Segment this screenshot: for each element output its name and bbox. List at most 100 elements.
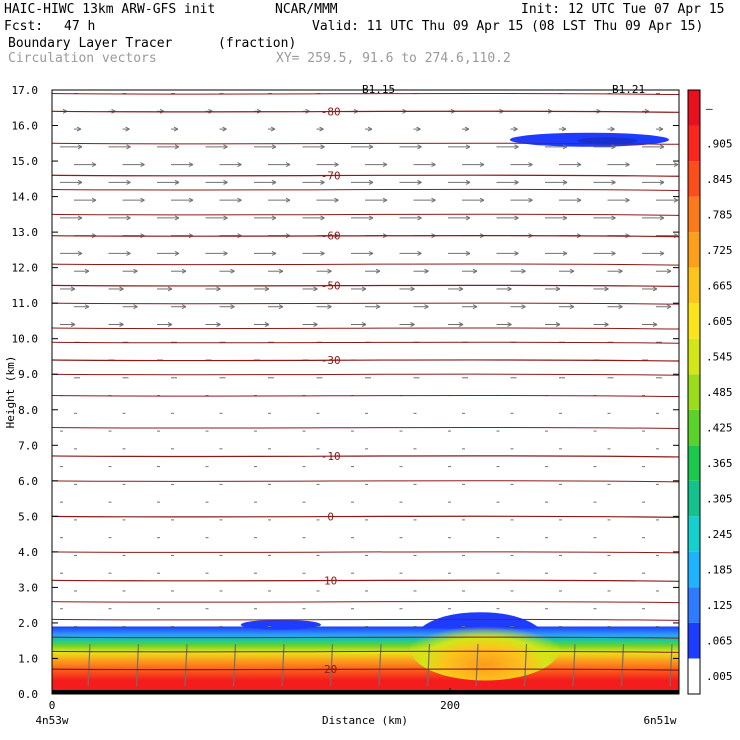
- vector-head: [334, 162, 339, 168]
- colorbar-label: .005: [706, 670, 733, 683]
- vector-head: [188, 197, 194, 203]
- vector-head: [562, 215, 568, 221]
- vector-head: [223, 215, 228, 221]
- org-label: NCAR/MMM: [275, 2, 338, 17]
- vector-head: [610, 126, 615, 132]
- isotherm-label: 0: [327, 510, 334, 523]
- vector-head: [77, 179, 83, 185]
- vector-head: [278, 268, 284, 274]
- y-axis: 0.0 1.0 2.0 3.0 4.0 5.0 6.0 7.0 8.0 9.0 10.0 11.0 12…: [12, 84, 679, 701]
- vector-head: [367, 126, 373, 132]
- vector-head: [611, 144, 616, 150]
- fcst-value: 47 h: [64, 19, 96, 34]
- vector-head: [528, 197, 533, 203]
- vector-head: [458, 286, 464, 292]
- colorbar-label: .185: [706, 564, 733, 577]
- vector-head: [181, 304, 187, 310]
- colorbar-label: .545: [706, 350, 733, 363]
- surface-vector: [281, 643, 285, 687]
- colorbar-swatch: [688, 125, 700, 162]
- vector-head: [652, 322, 658, 327]
- colorbar-label: .605: [706, 315, 733, 328]
- isotherm-labeled: [52, 174, 679, 177]
- isotherm: [52, 394, 679, 398]
- surface-vector: [669, 643, 673, 687]
- surface-vector: [329, 643, 334, 687]
- vector-head: [271, 215, 277, 221]
- y-tick-label: 1.0: [18, 652, 38, 665]
- isotherm: [52, 302, 679, 305]
- colorbar-label: .305: [706, 493, 733, 506]
- y-tick-label: 10.0: [12, 333, 39, 346]
- colorbar-swatch: [688, 267, 700, 304]
- isotherm: [52, 373, 679, 376]
- colorbar-swatch: [688, 480, 700, 517]
- vector-head: [91, 162, 97, 168]
- isotherm-labeled: [52, 579, 679, 582]
- vector-head: [472, 304, 478, 310]
- isotherm-label: -70: [321, 169, 341, 182]
- vector-head: [561, 126, 567, 132]
- isotherm: [52, 263, 679, 266]
- vector-head: [223, 144, 228, 150]
- vector-head: [119, 322, 124, 327]
- vector-head: [659, 144, 665, 150]
- vector-head: [618, 268, 623, 274]
- vector-head: [604, 322, 609, 327]
- vector-head: [507, 322, 512, 327]
- isotherm-labeled: [52, 234, 679, 238]
- vector-head: [382, 197, 388, 203]
- vector-head: [285, 197, 291, 203]
- vector-head: [604, 286, 609, 292]
- y-tick-label: 16.0: [12, 120, 39, 133]
- circulation-vectors: [60, 93, 679, 687]
- vector-head: [479, 162, 485, 168]
- vector-head: [313, 322, 318, 327]
- x-axis-label: Distance (km): [322, 714, 408, 727]
- vector-head: [271, 179, 277, 185]
- vector-head: [416, 126, 421, 132]
- isotherm-label: -80: [321, 105, 341, 118]
- vector-head: [91, 197, 97, 203]
- vector-head: [417, 215, 422, 221]
- colorbar-label: .665: [706, 279, 733, 292]
- vector-head: [237, 197, 242, 203]
- vector-head: [417, 144, 422, 150]
- vector-head: [375, 268, 381, 274]
- isotherm-label: -10: [321, 450, 341, 463]
- y-tick-label: 15.0: [12, 155, 39, 168]
- vector-head: [125, 126, 130, 132]
- vector-head: [507, 286, 512, 292]
- x-end-label-left: 4n53w: [35, 714, 68, 727]
- colorbar-swatch: [688, 90, 700, 126]
- vector-head: [361, 286, 367, 292]
- vector-head: [514, 215, 519, 221]
- vector-head: [625, 197, 630, 203]
- vector-head: [174, 179, 180, 185]
- plot-frame: [51, 89, 680, 695]
- field-units: (fraction): [218, 36, 297, 51]
- vector-head: [216, 322, 221, 327]
- vector-head: [555, 286, 561, 292]
- isotherm: [52, 213, 679, 216]
- vector-head: [465, 250, 471, 256]
- fcst-label: Fcst:: [4, 19, 44, 34]
- vector-head: [119, 286, 124, 292]
- vector-head: [659, 250, 665, 256]
- x-axis: 0 200: [49, 688, 460, 712]
- vector-head: [320, 250, 325, 256]
- vector-head: [382, 162, 388, 168]
- surface-vector: [232, 643, 237, 687]
- vector-head: [417, 179, 422, 185]
- vector-head: [264, 322, 270, 327]
- vector-head: [424, 268, 429, 274]
- y-tick-label: 14.0: [12, 191, 39, 204]
- colorbar-label: .785: [706, 208, 733, 221]
- top-label-2: B1.21: [612, 83, 645, 96]
- y-tick-label: 6.0: [18, 475, 38, 488]
- isotherm-label: -60: [321, 230, 341, 243]
- y-tick-label: 13.0: [12, 226, 39, 239]
- vector-head: [625, 162, 630, 168]
- vector-head: [514, 179, 519, 185]
- vector-head: [673, 197, 679, 203]
